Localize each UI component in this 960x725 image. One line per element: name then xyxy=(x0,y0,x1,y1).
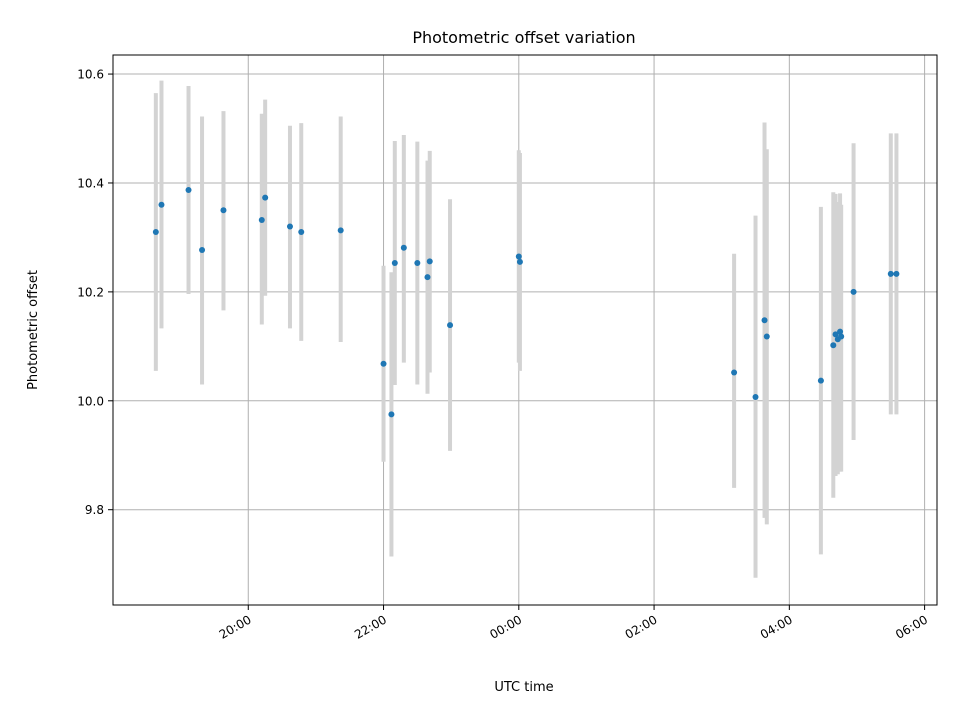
data-point xyxy=(199,246,206,253)
y-axis-ticks: 9.8 10.0 10.2 10.4 10.6 xyxy=(77,68,113,517)
data-point xyxy=(262,194,269,201)
grid-lines xyxy=(113,55,937,605)
data-point xyxy=(832,331,839,338)
data-point xyxy=(887,270,894,277)
data-point xyxy=(731,369,738,376)
data-point xyxy=(817,377,824,384)
y-tick-label: 10.6 xyxy=(77,68,104,82)
data-point xyxy=(516,258,523,265)
chart-title: Photometric offset variation xyxy=(412,28,635,47)
data-point xyxy=(258,217,265,223)
data-point xyxy=(830,342,837,349)
data-point xyxy=(763,333,770,340)
data-point xyxy=(388,411,395,418)
data-point xyxy=(152,228,159,235)
data-point xyxy=(337,227,344,234)
data-point xyxy=(424,274,431,281)
data-point xyxy=(850,288,857,295)
data-point xyxy=(380,360,387,367)
data-point xyxy=(400,244,407,251)
data-point xyxy=(391,260,398,267)
data-point xyxy=(158,201,165,208)
data-point xyxy=(185,187,192,194)
data-point xyxy=(220,207,227,214)
data-point xyxy=(515,253,522,260)
data-point xyxy=(752,393,759,400)
y-tick-label: 10.0 xyxy=(77,394,104,408)
data-point xyxy=(414,260,421,267)
data-point xyxy=(286,223,293,230)
plot-area-frame xyxy=(112,54,938,606)
x-axis-label: UTC time xyxy=(494,680,553,695)
y-tick-label: 9.8 xyxy=(85,503,104,517)
data-point xyxy=(838,333,845,340)
data-point xyxy=(298,228,305,235)
y-tick-label: 10.2 xyxy=(77,285,104,299)
y-tick-label: 10.4 xyxy=(77,176,104,190)
data-point xyxy=(837,328,844,335)
data-point xyxy=(426,258,433,265)
data-point xyxy=(761,317,768,324)
y-axis-label: Photometric offset xyxy=(26,270,41,390)
data-point xyxy=(447,322,454,329)
data-point xyxy=(893,270,900,277)
data-points xyxy=(152,187,900,418)
